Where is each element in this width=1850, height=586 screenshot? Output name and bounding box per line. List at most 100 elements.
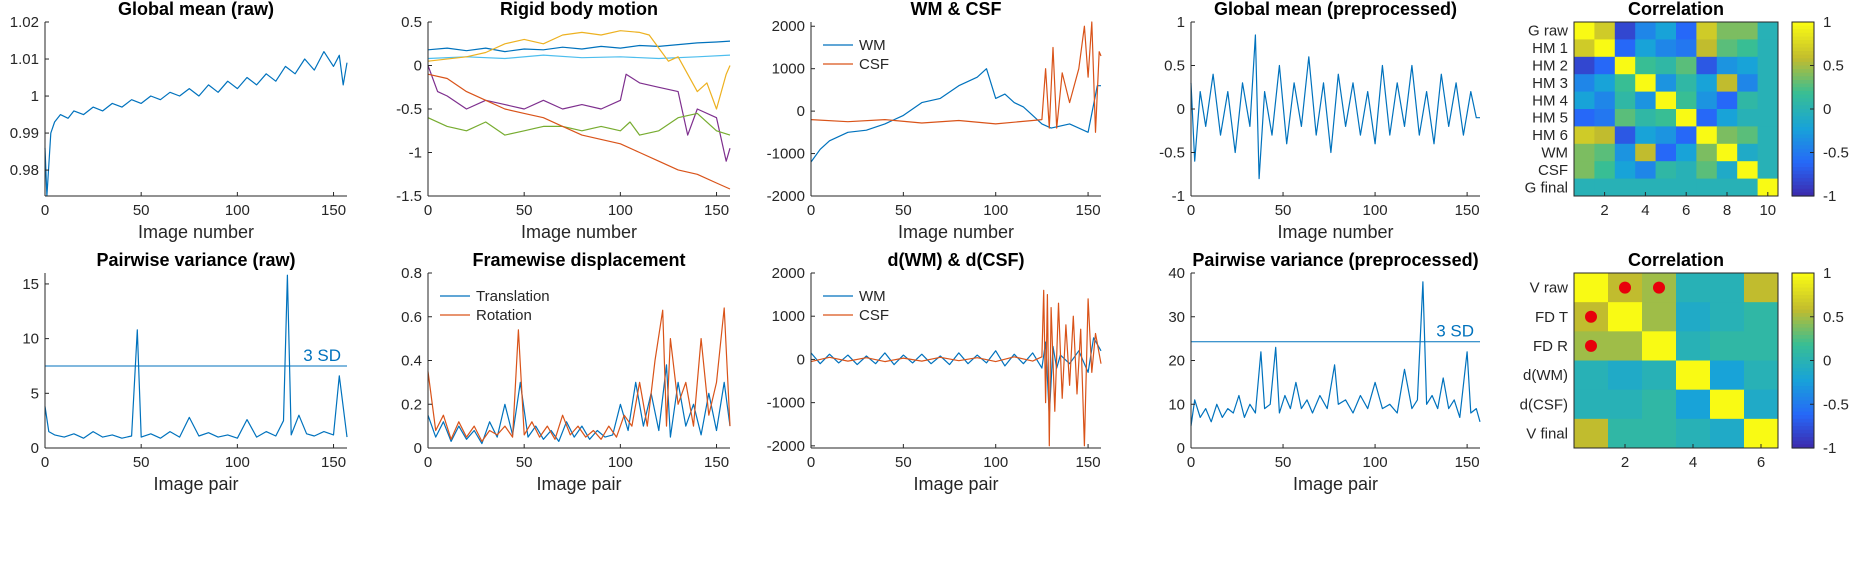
x-tick-label: 100 [608,202,633,219]
y-tick-label: 1000 [772,61,805,78]
heatmap-cell [1676,126,1697,145]
colorbar-tick-label: -1 [1823,440,1836,457]
heatmap-cell [1635,91,1657,110]
heatmap-cell [1655,109,1677,127]
heatmap-cell [1594,22,1616,40]
heatmap-cell [1614,22,1636,40]
row-label: V final [1526,425,1568,442]
y-tick-label: 1 [31,88,39,105]
colorbar-segment [1792,156,1814,161]
heatmap-cell [1757,74,1779,93]
x-tick-label: 10 [1759,202,1776,219]
x-axis-label: Image pair [1293,474,1378,494]
colorbar-tick-label: 1 [1823,265,1831,282]
colorbar-segment [1792,302,1814,307]
heatmap-cell [1696,109,1718,127]
heatmap-cell [1574,74,1595,93]
heatmap-cell [1574,91,1595,110]
colorbar-segment [1792,327,1814,332]
heatmap-cell [1716,109,1738,127]
y-tick-label: 0.4 [401,353,422,370]
heatmap-cell [1744,331,1779,361]
series-line-4 [427,112,731,136]
colorbar-segment [1792,415,1814,420]
y-tick-label: 0 [797,103,805,120]
heatmap-cell [1574,56,1595,75]
heatmap-cell [1676,161,1697,180]
x-tick-label: 100 [225,454,250,471]
x-tick-label: 150 [321,454,346,471]
row-label: CSF [1538,162,1568,179]
legend-label: Rotation [476,307,532,324]
heatmap-cell [1574,418,1609,449]
heatmap-cell [1737,178,1759,197]
colorbar-segment [1792,338,1814,343]
colorbar-segment [1792,105,1814,110]
x-tick-label: 50 [895,454,912,471]
heatmap-cell [1710,302,1745,332]
x-tick-label: 50 [1275,202,1292,219]
heatmap-frame [1573,272,1779,449]
heatmap-cell [1608,302,1643,332]
heatmap-cell [1737,56,1759,75]
colorbar-segment [1792,163,1814,168]
colorbar-segment [1792,112,1814,117]
row-label: FD T [1535,309,1568,326]
heatmap-cell [1608,418,1643,449]
heatmap-cell [1594,39,1616,58]
row-label: V raw [1530,280,1569,297]
heatmap-cell [1737,74,1759,93]
colorbar-segment [1792,76,1814,81]
heatmap-frame [1573,21,1779,197]
chart-pv_raw: Pairwise variance (raw) 3 SD 0 50 100 150 0 5 10… [22,250,348,494]
x-tick-label: 2 [1600,202,1608,219]
colorbar-segment [1792,276,1814,281]
heatmap-cell [1710,331,1745,361]
y-tick-label: 40 [1168,265,1185,282]
colorbar-segment [1792,83,1814,88]
colorbar-tick-label: 1 [1823,14,1831,31]
chart-fd: Framewise displacement 0 50 100 150 0 0.2 0.4 0.… [401,250,731,494]
heatmap-cell [1676,56,1697,75]
x-tick-label: 50 [516,202,533,219]
heatmap-cell [1574,22,1595,40]
colorbar-tick-label: 0.5 [1823,58,1844,75]
colorbar-segment [1792,192,1814,197]
colorbar-segment [1792,389,1814,394]
y-tick-label: 0 [1177,440,1185,457]
heatmap-cell [1676,143,1697,162]
heatmap-cell [1574,126,1595,145]
y-tick-label: 15 [22,276,39,293]
x-tick-label: 0 [41,202,49,219]
heatmap-cell [1710,418,1745,449]
series-line-0 [427,40,731,53]
threshold-label: 3 SD [303,346,341,365]
heatmap-cell [1676,74,1697,93]
chart-corr2: Correlation V raw FD T FD R d(WM) d(CSF) V fin… [1520,250,1849,471]
heatmap-cell [1635,56,1657,75]
series-line-0 [1190,281,1481,427]
row-label: HM 4 [1532,92,1568,109]
heatmap-cell [1716,56,1738,75]
heatmap-cell [1574,143,1595,162]
y-tick-label: 0 [414,440,422,457]
row-label: G final [1525,179,1568,196]
colorbar-segment [1792,316,1814,321]
colorbar-segment [1792,313,1814,318]
significance-marker [1653,281,1665,294]
colorbar-segment [1792,404,1814,409]
row-label: HM 3 [1532,75,1568,92]
x-tick-label: 100 [983,454,1008,471]
heatmap-cell [1744,360,1779,391]
x-tick-label: 100 [608,454,633,471]
series-line-3 [427,65,731,162]
colorbar-segment [1792,411,1814,416]
colorbar-segment [1792,123,1814,128]
colorbar-segment [1792,174,1814,179]
y-tick-label: -1 [409,145,422,162]
x-tick-label: 150 [321,202,346,219]
heatmap-cell [1614,56,1636,75]
heatmap-cell [1574,389,1609,420]
y-tick-label: 5 [31,385,39,402]
